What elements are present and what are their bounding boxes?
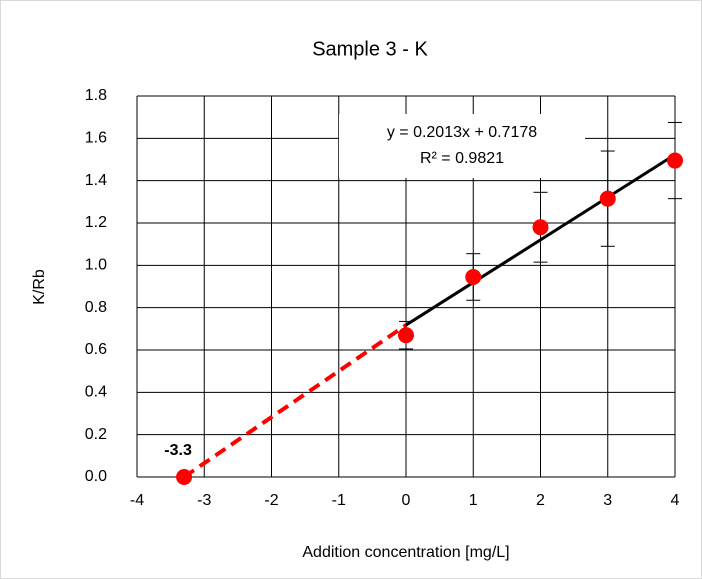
y-tick-label: 0.2 bbox=[85, 426, 107, 443]
y-tick-label: 0.0 bbox=[85, 468, 107, 485]
intercept-label: -3.3 bbox=[164, 442, 192, 459]
chart-title: Sample 3 - K bbox=[312, 38, 428, 60]
y-axis-label: K/Rb bbox=[31, 269, 48, 305]
x-tick-label: -3 bbox=[197, 492, 211, 509]
x-tick-label: 3 bbox=[603, 492, 612, 509]
y-tick-label: 1.0 bbox=[85, 257, 107, 274]
y-tick-label: 0.4 bbox=[85, 384, 107, 401]
trendline-r-squared: R² = 0.9821 bbox=[420, 150, 504, 167]
y-tick-label: 0.6 bbox=[85, 341, 107, 358]
x-axis-label: Addition concentration [mg/L] bbox=[302, 544, 509, 561]
data-point bbox=[599, 190, 616, 207]
x-tick-label: -4 bbox=[130, 492, 144, 509]
equation-box bbox=[339, 114, 585, 178]
y-tick-label: 1.6 bbox=[85, 130, 107, 147]
data-point bbox=[532, 219, 549, 236]
extrapolation-line bbox=[182, 323, 408, 479]
data-point bbox=[465, 268, 482, 285]
y-tick-label: 0.8 bbox=[85, 299, 107, 316]
x-tick-label: 0 bbox=[402, 492, 411, 509]
trendline-equation: y = 0.2013x + 0.7178 bbox=[387, 124, 537, 141]
y-tick-label: 1.4 bbox=[85, 172, 107, 189]
data-point bbox=[667, 152, 683, 169]
x-tick-label: 2 bbox=[536, 492, 545, 509]
x-tick-label: 1 bbox=[469, 492, 478, 509]
data-point bbox=[398, 327, 414, 344]
x-tick-label: 4 bbox=[671, 492, 680, 509]
x-tick-label: -2 bbox=[264, 492, 278, 509]
y-tick-label: 1.2 bbox=[85, 214, 107, 231]
x-tick-label: -1 bbox=[332, 492, 346, 509]
intercept-point bbox=[176, 469, 193, 485]
y-tick-label: 1.8 bbox=[85, 87, 107, 104]
